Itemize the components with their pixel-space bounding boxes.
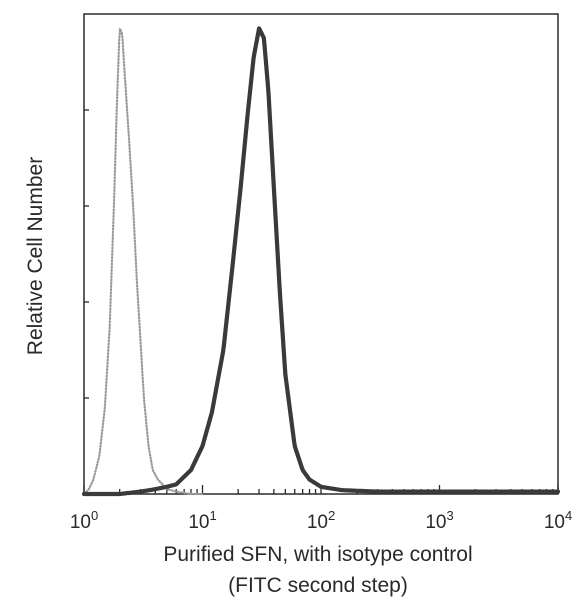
series-0-point <box>118 27 121 30</box>
series-1-point <box>293 445 296 447</box>
series-1-point <box>308 478 311 481</box>
series-0-point <box>121 32 123 34</box>
plot-frame <box>83 13 559 495</box>
tick-base: 10 <box>70 512 91 533</box>
series-1-point <box>258 27 260 30</box>
series-0-point <box>116 99 118 102</box>
series-1-point <box>263 37 265 39</box>
series-0-point <box>113 195 115 198</box>
series-1-point <box>438 490 441 493</box>
tick-exponent: 3 <box>446 508 453 523</box>
series-0-point <box>109 325 111 327</box>
tick-base: 10 <box>188 512 209 533</box>
series-0-point <box>151 469 154 471</box>
y-axis-title: Relative Cell Number <box>24 157 47 355</box>
series-0-point <box>104 406 106 409</box>
tick-base: 10 <box>425 512 446 533</box>
x-axis-subtitle: (FITC second step) <box>228 574 408 597</box>
series-0-point <box>175 490 177 493</box>
series-1-point <box>284 373 287 375</box>
series-0-point <box>190 493 192 495</box>
x-tick-label: 100 <box>70 508 98 533</box>
series-1-point <box>239 186 242 188</box>
x-tick-label: 104 <box>544 508 572 533</box>
series-1-point <box>320 486 322 488</box>
series-0-point <box>98 454 101 457</box>
series-1-point <box>154 488 157 491</box>
tick-base: 10 <box>544 512 565 533</box>
series-0-point <box>157 478 159 481</box>
series-1-point <box>201 445 204 447</box>
x-tick-label: 103 <box>425 508 453 533</box>
series-1-point <box>279 291 281 294</box>
series-1-point <box>376 490 379 493</box>
series-1-point <box>267 90 270 92</box>
series-1-point <box>252 56 255 58</box>
series-1-point <box>166 486 168 488</box>
series-1-point <box>246 114 249 116</box>
series-0-group <box>82 25 204 496</box>
series-1-point <box>341 489 343 492</box>
series-1-group <box>81 26 561 497</box>
series-1-point <box>301 469 304 471</box>
series-1-point <box>83 493 85 495</box>
series-1-point <box>139 490 142 493</box>
series-layer <box>81 25 561 497</box>
x-tick-label: 102 <box>307 508 335 533</box>
tick-exponent: 4 <box>565 508 572 523</box>
series-1-point <box>118 493 121 495</box>
series-1-point <box>273 186 275 188</box>
series-0-point <box>161 483 164 486</box>
series-0-point <box>139 339 142 342</box>
series-1-point <box>557 490 559 493</box>
series-1-point <box>175 483 177 486</box>
x-axis-title: Purified SFN, with isotype control <box>163 543 472 566</box>
series-0-point <box>132 205 134 207</box>
series-0-point <box>147 445 150 447</box>
series-1-point <box>211 411 213 414</box>
axis-ticks <box>83 109 559 494</box>
series-0-point <box>123 70 126 73</box>
tick-exponent: 1 <box>209 508 216 523</box>
tick-base: 10 <box>307 512 328 533</box>
series-0-point <box>88 488 90 491</box>
series-0-point <box>143 397 145 399</box>
tick-exponent: 2 <box>328 508 335 523</box>
series-0-point <box>136 282 138 284</box>
x-tick-label: 101 <box>188 508 216 533</box>
series-0-point <box>201 493 204 495</box>
series-0-point <box>128 138 130 140</box>
series-line-solid <box>81 26 561 497</box>
tick-exponent: 0 <box>91 508 98 523</box>
series-1-point <box>190 469 192 471</box>
series-0-point <box>92 478 95 481</box>
x-tick-labels: 100 101 102 103 104 <box>70 508 572 533</box>
series-line-dotted <box>82 25 204 496</box>
series-1-point <box>222 349 225 351</box>
series-1-point <box>231 262 234 265</box>
